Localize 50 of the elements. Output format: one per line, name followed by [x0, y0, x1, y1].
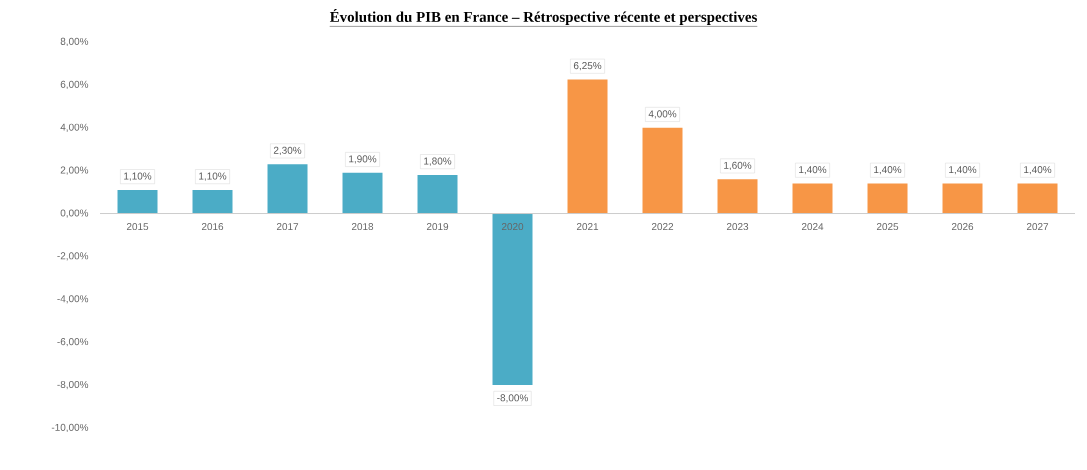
- chart-title: Évolution du PIB en France – Rétrospective récente et perspectives: [329, 9, 757, 25]
- bar: [417, 174, 458, 214]
- data-label: 1,80%: [424, 157, 452, 166]
- x-tick-label: 2024: [801, 223, 824, 231]
- y-tick-label: 6,00%: [60, 80, 89, 89]
- data-label: 1,60%: [724, 161, 752, 171]
- data-label: 1,40%: [874, 166, 902, 175]
- data-label: 1,10%: [199, 172, 227, 181]
- data-label: 6,25%: [573, 62, 602, 71]
- bar: [792, 183, 833, 214]
- y-tick-label: -4,00%: [57, 295, 89, 304]
- data-label: -8,00%: [497, 394, 528, 403]
- data-label: 1,40%: [1024, 166, 1052, 175]
- bar: [1017, 183, 1058, 214]
- y-tick-label: -6,00%: [57, 338, 89, 347]
- x-tick-label: 2017: [276, 223, 299, 231]
- y-tick-label: 8,00%: [60, 37, 89, 47]
- x-tick-label: 2021: [576, 223, 599, 231]
- data-label: 1,10%: [124, 172, 152, 181]
- y-tick-label: 4,00%: [60, 123, 89, 132]
- x-tick-label: 2026: [951, 223, 974, 231]
- data-label: 1,40%: [799, 166, 827, 175]
- x-tick-label: 2025: [876, 223, 899, 231]
- x-tick-label: 2022: [651, 223, 674, 231]
- y-tick-label: 2,00%: [60, 166, 89, 175]
- x-tick-label: 2019: [426, 223, 449, 231]
- bar: [492, 213, 533, 386]
- data-label: 1,90%: [349, 155, 377, 164]
- bar: [867, 183, 908, 214]
- bar: [117, 189, 158, 214]
- x-tick-label: 2027: [1026, 223, 1049, 231]
- x-tick-label: 2023: [726, 223, 749, 231]
- x-tick-label: 2018: [351, 223, 374, 231]
- bar: [192, 189, 233, 214]
- data-label: 4,00%: [648, 110, 677, 119]
- data-label: 2,30%: [273, 146, 302, 156]
- y-tick-label: 0,00%: [60, 209, 89, 218]
- y-tick-label: -2,00%: [57, 252, 89, 261]
- bar: [942, 183, 983, 214]
- data-label: 1,40%: [949, 166, 977, 175]
- bar: [267, 164, 308, 214]
- x-tick-label: 2015: [126, 223, 149, 231]
- y-tick-label: -8,00%: [57, 380, 89, 390]
- x-tick-label: 2020: [501, 223, 524, 231]
- y-tick-label: -10,00%: [51, 423, 89, 433]
- bar: [717, 179, 758, 214]
- bar: [642, 127, 683, 214]
- bar: [342, 172, 383, 214]
- x-tick-label: 2016: [201, 223, 224, 231]
- bar: [567, 79, 608, 214]
